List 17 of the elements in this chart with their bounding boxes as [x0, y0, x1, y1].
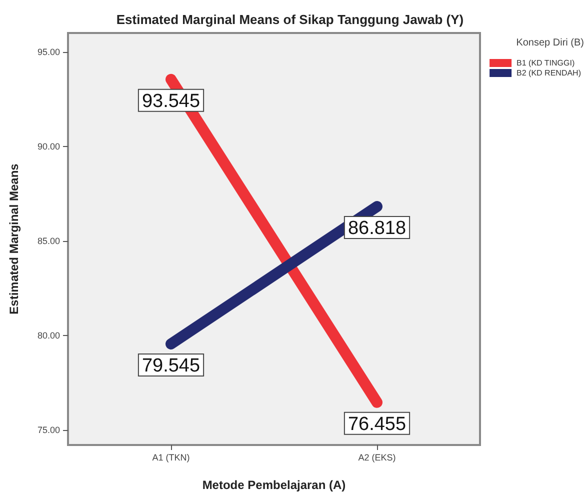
y-tick-label: 80.00 — [37, 330, 60, 340]
x-tick-label: A2 (EKS) — [358, 452, 396, 462]
y-tick-label: 95.00 — [37, 46, 60, 57]
y-axis-title: Estimated Marginal Means — [7, 163, 21, 314]
x-tick-label: A1 (TKN) — [152, 452, 190, 462]
y-tick-label: 90.00 — [37, 141, 60, 152]
y-tick-label: 75.00 — [37, 424, 60, 435]
legend-label: B2 (KD RENDAH) — [516, 68, 582, 78]
data-label: 93.545 — [142, 90, 200, 112]
data-label: 86.818 — [348, 218, 406, 240]
data-label: 79.545 — [142, 355, 200, 376]
y-tick-label: 85.00 — [37, 236, 60, 246]
legend-title: Konsep Diri (B) — [516, 38, 584, 48]
chart-title: Estimated Marginal Means of Sikap Tanggung Jawab (Y) — [116, 12, 464, 27]
x-axis-title: Metode Pembelajaran (A) — [202, 478, 346, 492]
data-label: 76.455 — [348, 414, 406, 435]
legend-label: B1 (KD TINGGI) — [516, 58, 575, 68]
